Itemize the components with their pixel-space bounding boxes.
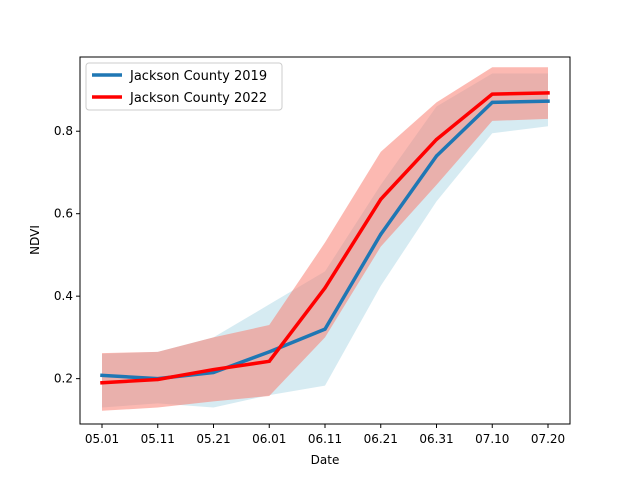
point-series-1-07.10	[490, 100, 494, 104]
point-series-2-06.21	[379, 197, 383, 201]
x-tick-label: 06.11	[308, 432, 342, 446]
y-tick-label: 0.4	[54, 289, 73, 303]
point-series-2-07.20	[546, 91, 550, 95]
point-series-2-07.10	[490, 92, 494, 96]
point-series-1-07.20	[546, 99, 550, 103]
x-axis: 05.01 05.11 05.21 06.01 06.11 06.21 06.31 07.10…	[85, 424, 565, 446]
x-axis-label: Date	[311, 453, 340, 467]
x-tick-label: 06.01	[252, 432, 286, 446]
legend: Jackson County 2019 Jackson County 2022	[85, 62, 283, 111]
point-series-1-06.11	[323, 327, 327, 331]
legend-box	[85, 62, 283, 111]
point-series-1-05.21	[211, 370, 216, 375]
point-series-1-06.01	[267, 350, 271, 354]
y-tick-label: 0.2	[54, 372, 73, 386]
band-series-2	[102, 67, 548, 411]
y-axis: 0.2 0.4 0.6 0.8	[54, 124, 80, 386]
point-series-2-05.21	[211, 367, 216, 372]
x-tick-label: 05.11	[141, 432, 175, 446]
point-series-2-06.11	[323, 286, 327, 290]
x-tick-label: 05.21	[196, 432, 230, 446]
point-series-2-06.31	[434, 137, 439, 142]
point-series-1-06.31	[434, 154, 439, 158]
point-series-2-05.01	[100, 381, 104, 385]
x-tick-label: 06.21	[364, 432, 398, 446]
legend-label-series-1: Jackson County 2019	[129, 69, 267, 84]
y-tick-label: 0.6	[54, 207, 73, 221]
y-axis-label: NDVI	[28, 225, 42, 255]
x-tick-label: 05.01	[85, 432, 119, 446]
point-series-1-05.01	[100, 373, 104, 377]
legend-label-series-2: Jackson County 2022	[129, 91, 267, 106]
x-tick-label: 07.10	[475, 432, 509, 446]
x-tick-label: 07.20	[531, 432, 565, 446]
point-series-1-06.21	[379, 232, 383, 236]
x-tick-label: 06.31	[419, 432, 453, 446]
point-series-2-05.11	[156, 377, 160, 382]
y-tick-label: 0.8	[54, 124, 73, 138]
series-lines	[100, 91, 550, 385]
point-series-2-06.01	[267, 359, 271, 363]
